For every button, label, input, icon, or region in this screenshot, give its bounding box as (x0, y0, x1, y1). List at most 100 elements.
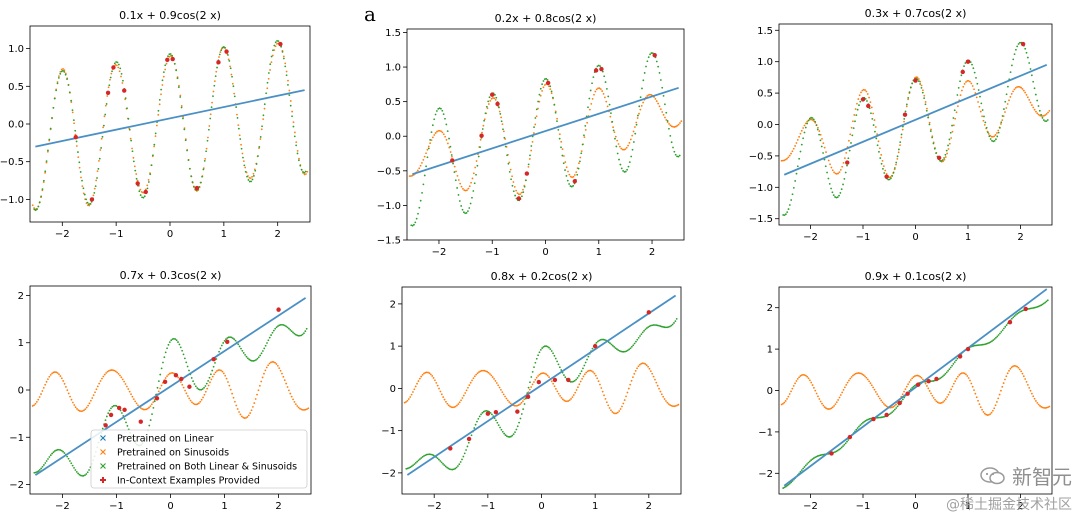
sinusoid-pretrained-point (454, 405, 457, 408)
sinusoid-pretrained-point (981, 408, 984, 411)
both-pretrained-point (667, 326, 670, 328)
sinusoid-pretrained-point (659, 390, 662, 393)
both-pretrained-point (447, 467, 450, 470)
sinusoid-pretrained-point (89, 399, 92, 402)
sinusoid-pretrained-point (861, 373, 864, 376)
both-pretrained-point (218, 350, 220, 353)
both-pretrained-point (639, 96, 642, 99)
sinusoid-pretrained-point (833, 404, 835, 407)
both-pretrained-point (572, 184, 575, 187)
both-pretrained-point (462, 211, 465, 214)
both-pretrained-point (614, 347, 617, 350)
sinusoid-pretrained-point (625, 395, 627, 398)
both-pretrained-point (955, 359, 957, 362)
both-pretrained-point (943, 157, 945, 159)
sinusoid-pretrained-point (954, 117, 957, 120)
both-pretrained-point (542, 80, 545, 82)
both-pretrained-point (437, 107, 440, 110)
both-pretrained-point (1026, 56, 1029, 59)
both-pretrained-point (147, 181, 150, 183)
both-pretrained-point (1018, 311, 1021, 313)
both-pretrained-point (498, 106, 500, 109)
sinusoid-pretrained-point (484, 370, 487, 373)
both-pretrained-point (524, 397, 527, 400)
sinusoid-pretrained-point (589, 369, 592, 372)
both-pretrained-point (56, 448, 59, 451)
plot-frame (406, 28, 685, 241)
sinusoid-pretrained-point (845, 384, 848, 386)
sinusoid-pretrained-point (103, 115, 106, 118)
both-pretrained-point (261, 125, 263, 128)
both-pretrained-point (502, 128, 504, 131)
sinusoid-pretrained-point (943, 158, 946, 161)
sinusoid-pretrained-point (450, 406, 453, 409)
sinusoid-pretrained-point (120, 376, 123, 379)
both-pretrained-point (248, 358, 251, 361)
both-pretrained-point (149, 173, 152, 176)
sinusoid-pretrained-point (515, 189, 518, 192)
both-pretrained-point (880, 162, 883, 165)
watermark: 新智元 @稀土掘金技术社区 (946, 461, 1072, 514)
both-pretrained-point (37, 205, 40, 208)
both-pretrained-point (534, 361, 537, 364)
both-pretrained-point (63, 71, 66, 73)
sinusoid-pretrained-point (795, 380, 798, 382)
both-pretrained-point (429, 139, 432, 141)
both-pretrained-point (405, 467, 408, 470)
in-context-example-point (495, 101, 500, 107)
sinusoid-pretrained-point (1030, 392, 1033, 395)
both-pretrained-point (239, 138, 242, 140)
both-pretrained-point (426, 156, 429, 159)
x-tick-label: −1 (485, 247, 500, 258)
sinusoid-pretrained-point (1025, 93, 1028, 96)
sinusoid-pretrained-point (148, 406, 150, 409)
sinusoid-pretrained-point (412, 391, 414, 393)
both-pretrained-point (1014, 48, 1017, 51)
sinusoid-pretrained-point (292, 398, 294, 401)
sinusoid-pretrained-point (500, 388, 502, 391)
sinusoid-pretrained-point (560, 396, 563, 399)
sinusoid-pretrained-point (73, 404, 76, 406)
both-pretrained-point (458, 463, 461, 466)
both-pretrained-point (292, 331, 294, 334)
both-pretrained-point (214, 75, 217, 78)
sinusoid-pretrained-point (651, 372, 654, 375)
sinusoid-pretrained-point (483, 118, 486, 121)
sinusoid-pretrained-point (132, 156, 135, 159)
both-pretrained-point (211, 369, 214, 372)
both-pretrained-point (535, 108, 538, 111)
both-pretrained-point (220, 49, 223, 52)
sinusoid-pretrained-point (527, 165, 530, 168)
sinusoid-pretrained-point (157, 390, 160, 393)
both-pretrained-point (263, 103, 266, 106)
both-pretrained-point (303, 332, 305, 334)
both-pretrained-point (157, 380, 160, 382)
sinusoid-pretrained-point (281, 372, 283, 375)
sinusoid-pretrained-point (854, 108, 857, 110)
sinusoid-pretrained-point (135, 402, 138, 405)
both-pretrained-point (268, 336, 271, 339)
sinusoid-pretrained-point (1026, 383, 1029, 386)
both-pretrained-point (446, 466, 448, 469)
both-pretrained-point (622, 350, 625, 353)
both-pretrained-point (297, 159, 300, 162)
sinusoid-pretrained-point (639, 108, 642, 111)
both-pretrained-point (806, 122, 809, 125)
sinusoid-pretrained-point (558, 133, 561, 136)
both-pretrained-point (511, 434, 514, 437)
sinusoid-pretrained-point (967, 377, 970, 379)
legend-entry-label: Pretrained on Sinusoids (117, 448, 229, 459)
sinusoid-pretrained-point (843, 386, 846, 389)
in-context-example-point (829, 451, 834, 456)
both-pretrained-point (110, 407, 112, 410)
sinusoid-pretrained-point (140, 191, 143, 193)
sinusoid-pretrained-point (970, 82, 973, 85)
sinusoid-pretrained-point (1012, 90, 1014, 93)
both-pretrained-point (164, 351, 167, 354)
both-pretrained-point (603, 75, 606, 78)
both-pretrained-point (482, 410, 485, 413)
both-pretrained-point (636, 338, 639, 341)
both-pretrained-point (1042, 302, 1045, 305)
sinusoid-pretrained-point (835, 401, 838, 404)
sinusoid-pretrained-point (161, 84, 164, 86)
